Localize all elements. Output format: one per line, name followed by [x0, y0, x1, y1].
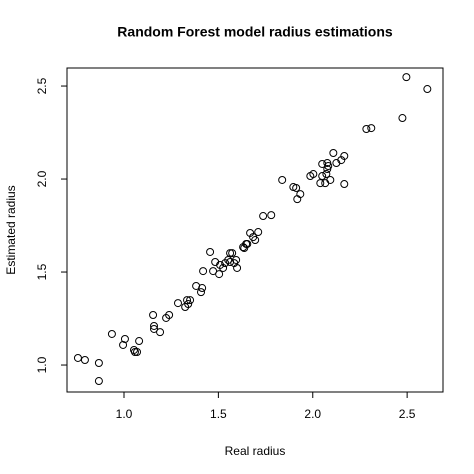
point [243, 239, 252, 248]
point [340, 151, 349, 160]
point [184, 300, 193, 309]
point [80, 356, 89, 365]
point [107, 329, 116, 338]
point [423, 85, 432, 94]
point [150, 321, 159, 330]
y-tick-label: 1.5 [35, 263, 49, 280]
point [259, 212, 268, 221]
point [197, 288, 206, 297]
point [316, 179, 325, 188]
point [329, 148, 338, 157]
point [165, 310, 174, 319]
point [292, 183, 301, 192]
point [362, 125, 371, 134]
point [94, 358, 103, 367]
point [94, 377, 103, 386]
point [278, 175, 287, 184]
point [183, 296, 192, 305]
y-tick-label: 1.0 [35, 356, 49, 373]
point [402, 73, 411, 82]
point [324, 162, 333, 171]
point [199, 267, 208, 276]
point [318, 172, 327, 181]
point [251, 236, 260, 245]
x-tick-label: 2.0 [304, 407, 321, 421]
point [226, 249, 235, 258]
point [254, 228, 263, 237]
point [119, 340, 128, 349]
chart-title: Random Forest model radius estimations [117, 24, 393, 40]
point [267, 211, 276, 220]
point [173, 299, 182, 308]
y-axis-label: Estimated radius [4, 185, 18, 274]
point [149, 310, 158, 319]
point [367, 124, 376, 133]
point [233, 263, 242, 272]
point [206, 247, 215, 256]
point [150, 324, 159, 333]
y-tick-label: 2.0 [35, 170, 49, 187]
plot-box [66, 67, 444, 393]
x-tick-label: 2.5 [399, 407, 416, 421]
point [130, 348, 139, 357]
y-tick-label: 2.5 [35, 77, 49, 94]
point [135, 337, 144, 346]
point [73, 353, 82, 362]
point [156, 328, 165, 337]
point [186, 296, 195, 305]
point [326, 175, 335, 184]
point [232, 255, 241, 264]
point [198, 284, 207, 293]
point [309, 170, 318, 179]
point [296, 190, 305, 199]
x-tick-label: 1.0 [116, 407, 133, 421]
point [228, 249, 237, 258]
x-axis-label: Real radius [225, 444, 286, 458]
point [321, 179, 330, 188]
point [215, 270, 224, 279]
point [322, 170, 331, 179]
point [219, 263, 228, 272]
point [398, 114, 407, 123]
point [340, 180, 349, 189]
x-tick-label: 1.5 [210, 407, 227, 421]
point [120, 334, 129, 343]
point [133, 348, 142, 357]
